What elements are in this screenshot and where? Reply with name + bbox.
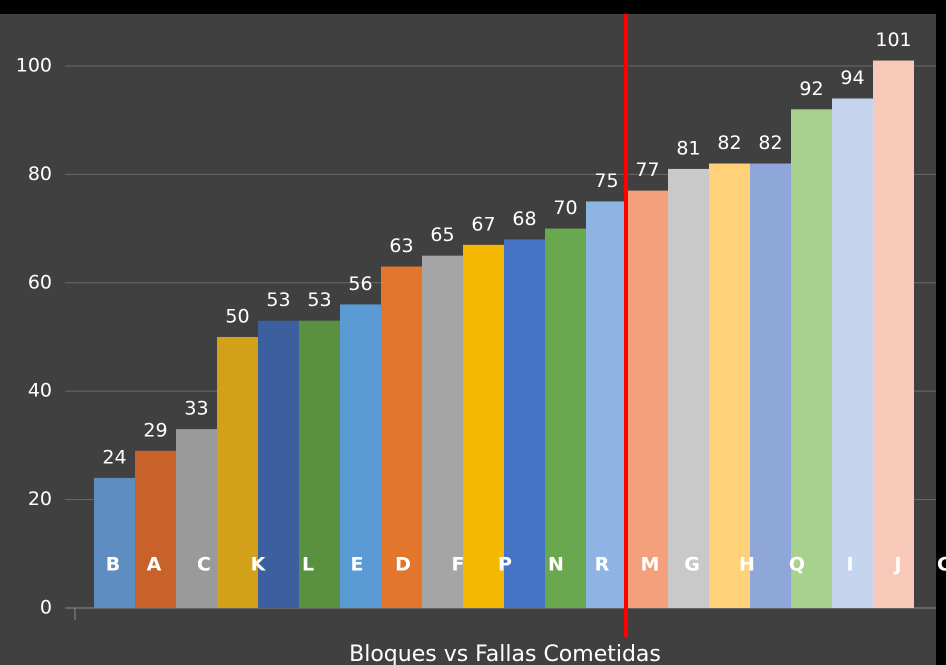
bar bbox=[504, 239, 545, 608]
bar bbox=[299, 320, 340, 608]
bar-letter: F bbox=[452, 554, 465, 576]
x-axis-title: Bloques vs Fallas Cometidas bbox=[349, 642, 661, 665]
bar bbox=[832, 98, 873, 609]
value-label: 29 bbox=[143, 419, 167, 441]
value-label: 53 bbox=[266, 289, 290, 311]
bar bbox=[545, 228, 586, 609]
value-label: 56 bbox=[348, 273, 372, 295]
bar bbox=[791, 109, 832, 608]
value-label: 94 bbox=[840, 67, 864, 89]
y-tick-label: 60 bbox=[28, 271, 52, 293]
bar bbox=[340, 304, 381, 608]
bar bbox=[258, 320, 299, 608]
y-tick-label: 40 bbox=[28, 380, 52, 402]
bar-letter: H bbox=[739, 554, 755, 576]
value-label: 92 bbox=[799, 78, 823, 100]
bar-letter: G bbox=[684, 554, 700, 576]
bar-letter: D bbox=[395, 554, 411, 576]
y-tick-label: 100 bbox=[16, 54, 52, 76]
value-label: 82 bbox=[758, 132, 782, 154]
value-label: 82 bbox=[717, 132, 741, 154]
value-label: 81 bbox=[676, 137, 700, 159]
bar-letter: C bbox=[197, 554, 211, 576]
value-label: 101 bbox=[875, 29, 911, 51]
value-label: 67 bbox=[471, 213, 495, 235]
bar bbox=[135, 450, 176, 608]
y-tick-label: 80 bbox=[28, 163, 52, 185]
bar-letter: C bbox=[937, 554, 946, 576]
bar bbox=[463, 244, 504, 608]
value-label: 70 bbox=[553, 197, 577, 219]
bar-letter: N bbox=[548, 554, 564, 576]
value-label: 50 bbox=[225, 305, 249, 327]
bar bbox=[176, 429, 217, 608]
bar bbox=[94, 477, 135, 608]
bar bbox=[750, 163, 791, 608]
value-label: 77 bbox=[635, 159, 659, 181]
bar-letter: L bbox=[302, 554, 314, 576]
bar-letter: P bbox=[498, 554, 512, 576]
value-label: 65 bbox=[430, 224, 454, 246]
bar-letter: M bbox=[641, 554, 660, 576]
value-label: 33 bbox=[184, 398, 208, 420]
bar bbox=[586, 201, 627, 608]
y-tick-label: 0 bbox=[40, 597, 52, 619]
bar bbox=[709, 163, 750, 608]
bar bbox=[627, 190, 668, 608]
bar bbox=[217, 336, 258, 608]
y-tick-label: 20 bbox=[28, 488, 52, 510]
value-label: 24 bbox=[102, 446, 126, 468]
value-label: 53 bbox=[307, 289, 331, 311]
bar-letter: R bbox=[595, 554, 610, 576]
value-label: 68 bbox=[512, 208, 536, 230]
bar-letter: Q bbox=[789, 554, 805, 576]
bar-letter: A bbox=[147, 554, 162, 576]
bar bbox=[668, 168, 709, 608]
bar-letter: B bbox=[106, 554, 120, 576]
value-label: 63 bbox=[389, 235, 413, 257]
bar bbox=[873, 60, 914, 609]
bar bbox=[381, 266, 422, 608]
bar-letter: J bbox=[892, 554, 901, 576]
bar-letter: K bbox=[251, 554, 267, 576]
value-label: 75 bbox=[594, 170, 618, 192]
bar bbox=[422, 255, 463, 608]
bar-letter: E bbox=[351, 554, 364, 576]
bar-letter: I bbox=[846, 554, 853, 576]
